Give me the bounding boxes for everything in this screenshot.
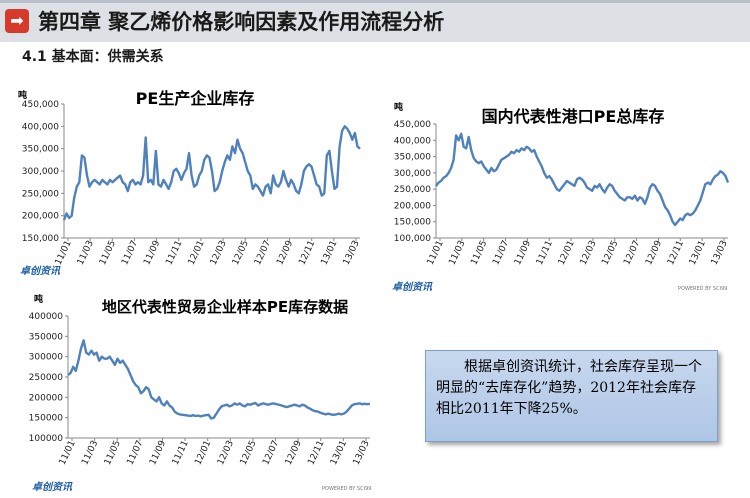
x-tick-label: 12/05 (239, 439, 259, 467)
x-tick-label: 12/07 (253, 239, 273, 267)
y-tick-label: 150000 (29, 414, 64, 424)
summary-note: 根据卓创资讯统计，社会库存呈现一个明显的“去库存化”趋势，2012年社会库存相比… (425, 350, 718, 442)
x-tick-label: 12/05 (600, 239, 620, 267)
x-tick-label: 12/09 (275, 239, 295, 267)
x-tick-label: 11/09 (148, 439, 168, 467)
y-tick-label: 100000 (29, 434, 64, 444)
x-tick-label: 12/01 (187, 239, 207, 267)
chart-svg: 地区代表性贸易企业样本PE库存数据 吨 400000 350000 300000 2500… (29, 293, 372, 493)
x-tick-label: 12/11 (306, 439, 326, 467)
y-tick-label: 100,000 (394, 234, 431, 244)
chart-title: PE生产企业库存 (136, 89, 255, 108)
x-tick-label: 13/01 (320, 239, 340, 267)
x-tick-label: 12/07 (261, 439, 281, 467)
x-tick-label: 13/03 (342, 239, 362, 267)
arrow-right-icon: ➡ (5, 9, 29, 33)
x-tick-label: 11/05 (469, 239, 489, 267)
y-axis-unit: 吨 (394, 101, 403, 113)
y-tick-label: 300,000 (394, 169, 431, 179)
x-tick-label: 12/09 (284, 439, 304, 467)
chart-title: 地区代表性贸易企业样本PE库存数据 (102, 298, 348, 316)
y-tick-label: 150,000 (394, 218, 431, 228)
y-tick-label: 300,000 (22, 167, 59, 177)
powered-by-label: POWERED BY SCI99 (678, 286, 727, 292)
x-tick-label: 11/11 (535, 239, 555, 267)
x-tick-label: 12/01 (557, 239, 577, 267)
y-tick-label: 450,000 (394, 120, 431, 130)
y-axis-unit: 吨 (34, 293, 43, 305)
y-tick-label: 250,000 (22, 189, 59, 199)
x-tick-label: 11/05 (103, 439, 123, 467)
y-tick-label: 350,000 (22, 145, 59, 155)
chart-pe-producer-inventory: PE生产企业库存 吨 450,000 400,000 350,000 300,000 250… (0, 82, 370, 282)
x-tick-label: 11/05 (98, 239, 118, 267)
y-tick-label: 200000 (29, 393, 64, 403)
chart-title: 国内代表性港口PE总库存 (482, 107, 665, 126)
y-tick-label: 250,000 (394, 185, 431, 195)
chart-trader-pe-inventory: 地区代表性贸易企业样本PE库存数据 吨 400000 350000 300000 2500… (0, 290, 380, 498)
sci99-logo: 卓创资讯 (32, 481, 73, 493)
x-tick-label: 11/11 (164, 239, 184, 267)
powered-by-label: POWERED BY SCI99 (322, 486, 371, 492)
chart-svg: 国内代表性港口PE总库存 吨 450,000 400,000 350,000 300,00… (392, 101, 730, 293)
x-tick-label: 12/11 (666, 239, 686, 267)
x-tick-label: 11/11 (171, 439, 191, 467)
y-tick-label: 300000 (29, 353, 64, 363)
x-tick-label: 11/07 (126, 439, 146, 467)
page-title: 第四章 聚乙烯价格影响因素及作用流程分析 (38, 10, 445, 34)
sci99-logo: 卓创资讯 (20, 265, 61, 277)
y-tick-label: 400000 (29, 312, 64, 322)
x-tick-label: 11/09 (142, 239, 162, 267)
y-tick-label: 400,000 (22, 122, 59, 132)
y-tick-label: 200,000 (22, 212, 59, 222)
x-tick-label: 11/03 (76, 239, 96, 267)
x-tick-label: 12/09 (644, 239, 664, 267)
x-tick-label: 13/01 (688, 239, 708, 267)
x-tick-label: 11/07 (491, 239, 511, 267)
y-tick-label: 400,000 (394, 136, 431, 146)
x-tick-label: 12/01 (193, 439, 213, 467)
x-tick-label: 11/09 (513, 239, 533, 267)
x-tick-label: 13/03 (710, 239, 730, 267)
chart-port-pe-inventory: 国内代表性港口PE总库存 吨 450,000 400,000 350,000 300,00… (378, 100, 750, 295)
y-tick-label: 350,000 (394, 153, 431, 163)
x-tick-label: 12/03 (579, 239, 599, 267)
x-tick-label: 13/03 (352, 439, 372, 467)
y-axis-unit: 吨 (18, 89, 27, 101)
y-tick-label: 200,000 (394, 201, 431, 211)
x-tick-label: 12/03 (216, 439, 236, 467)
y-tick-label: 250000 (29, 373, 64, 383)
section-title: 4.1 基本面：供需关系 (22, 49, 164, 65)
header-accent-line (0, 0, 750, 3)
x-tick-label: 11/03 (448, 239, 468, 267)
y-tick-label: 450,000 (22, 100, 59, 110)
series-line (62, 125, 361, 221)
x-tick-label: 12/05 (231, 239, 251, 267)
series-line (67, 339, 371, 420)
y-tick-label: 150,000 (22, 234, 59, 244)
sci99-logo: 卓创资讯 (392, 281, 433, 293)
x-tick-label: 12/07 (622, 239, 642, 267)
series-line (435, 132, 730, 227)
x-tick-label: 13/01 (329, 439, 349, 467)
x-tick-label: 11/07 (120, 239, 140, 267)
header-bar (0, 0, 750, 42)
x-tick-label: 11/03 (80, 439, 100, 467)
x-tick-label: 12/11 (297, 239, 317, 267)
y-tick-label: 350000 (29, 332, 64, 342)
x-tick-label: 12/03 (209, 239, 229, 267)
